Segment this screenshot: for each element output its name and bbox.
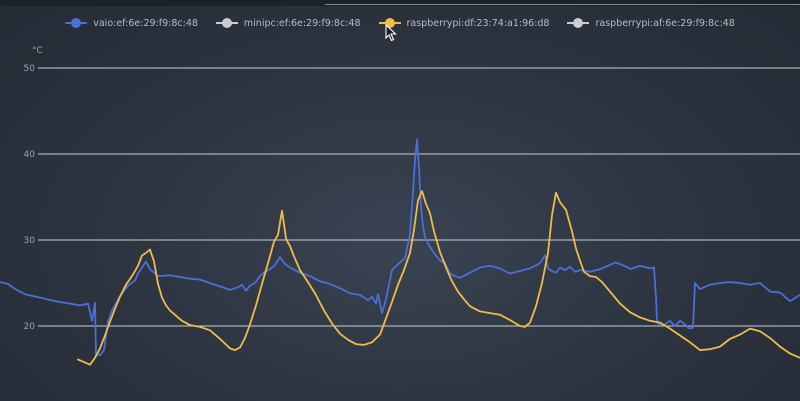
mouse-cursor-icon xyxy=(385,24,397,42)
top-edge-bar xyxy=(0,0,800,6)
legend-label-minipc: minipc:ef:6e:29:f9:8c:48 xyxy=(243,17,361,29)
y-tick-label-30: 30 xyxy=(24,236,36,246)
y-tick-label-40: 40 xyxy=(24,150,36,160)
legend-label-raspberrypi-df: raspberrypi:df:23:74:a1:96:d8 xyxy=(406,17,550,29)
legend-label-raspberrypi-af: raspberrypi:af:6e:29:f9:8c:48 xyxy=(595,17,735,29)
y-axis-ticks: 20 30 40 50 xyxy=(24,64,36,332)
legend-item-raspberrypi-af[interactable]: raspberrypi:af:6e:29:f9:8c:48 xyxy=(567,14,735,32)
legend-swatch-vaio xyxy=(65,18,88,28)
legend-label-vaio: vaio:ef:6e:29:f9:8c:48 xyxy=(93,17,198,29)
series-line-0 xyxy=(0,138,800,357)
legend-swatch-raspberrypi-df xyxy=(378,18,401,28)
top-edge-rule xyxy=(325,4,800,5)
legend-item-raspberrypi-df[interactable]: raspberrypi:df:23:74:a1:96:d8 xyxy=(378,14,550,32)
chart-legend: vaio:ef:6e:29:f9:8c:48 minipc:ef:6e:29:f… xyxy=(0,14,800,32)
y-axis-unit: °C xyxy=(32,46,43,56)
series-line-2 xyxy=(77,190,800,366)
y-tick-label-50: 50 xyxy=(24,64,36,74)
gridlines xyxy=(38,67,800,327)
y-tick-label-20: 20 xyxy=(24,322,36,332)
legend-item-minipc[interactable]: minipc:ef:6e:29:f9:8c:48 xyxy=(215,14,361,32)
legend-swatch-raspberrypi-af xyxy=(567,18,590,28)
legend-swatch-minipc xyxy=(215,18,238,28)
series-lines xyxy=(0,138,800,366)
legend-item-vaio[interactable]: vaio:ef:6e:29:f9:8c:48 xyxy=(65,14,198,32)
